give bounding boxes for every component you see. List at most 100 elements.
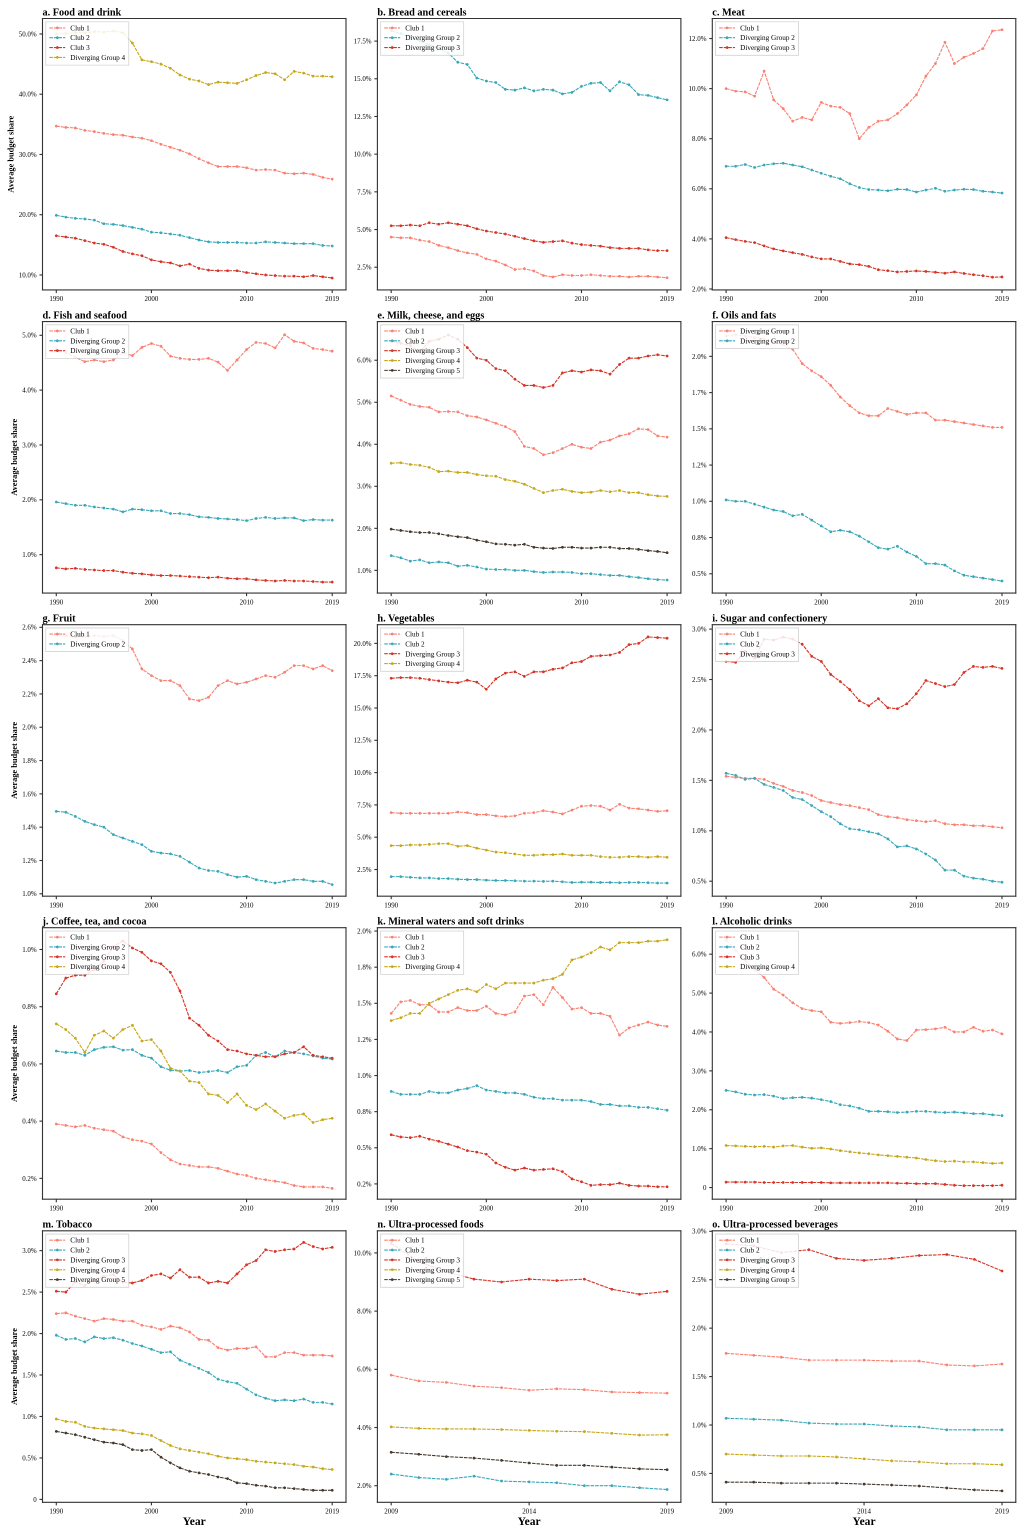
svg-text:Club 1: Club 1 [70, 1237, 90, 1245]
svg-text:1.2%: 1.2% [692, 461, 707, 469]
svg-text:Diverging Group 3: Diverging Group 3 [70, 347, 125, 355]
svg-text:2.5%: 2.5% [22, 1288, 37, 1296]
svg-text:8.0%: 8.0% [692, 135, 707, 143]
svg-text:Club 1: Club 1 [70, 327, 90, 335]
svg-text:Diverging Group 3: Diverging Group 3 [740, 650, 795, 658]
svg-text:Club 3: Club 3 [405, 953, 425, 961]
svg-text:3.0%: 3.0% [22, 1247, 37, 1255]
svg-text:j. Coffee, tea, and cocoa: j. Coffee, tea, and cocoa [42, 917, 147, 928]
svg-text:Diverging Group 2: Diverging Group 2 [70, 337, 125, 345]
svg-text:6.0%: 6.0% [692, 185, 707, 193]
svg-text:2019: 2019 [325, 901, 339, 909]
svg-text:2010: 2010 [575, 1204, 589, 1212]
svg-text:Diverging Group 3: Diverging Group 3 [740, 1256, 795, 1264]
svg-text:0.2%: 0.2% [22, 1175, 37, 1183]
svg-text:1990: 1990 [384, 295, 398, 303]
svg-text:1.5%: 1.5% [692, 1373, 707, 1381]
svg-text:Diverging Group 4: Diverging Group 4 [405, 1266, 460, 1274]
svg-text:2019: 2019 [660, 1204, 674, 1212]
svg-text:1.0%: 1.0% [22, 946, 37, 954]
svg-text:Year: Year [518, 1516, 541, 1528]
svg-text:Year: Year [183, 1516, 206, 1528]
svg-text:Club 1: Club 1 [740, 24, 760, 32]
svg-text:Club 2: Club 2 [405, 1247, 425, 1255]
svg-text:4.0%: 4.0% [692, 235, 707, 243]
svg-text:2.0%: 2.0% [357, 927, 372, 935]
svg-text:1.8%: 1.8% [357, 964, 372, 972]
svg-text:2.6%: 2.6% [22, 624, 37, 632]
svg-text:2000: 2000 [144, 901, 158, 909]
svg-text:0.6%: 0.6% [22, 1060, 37, 1068]
svg-text:1990: 1990 [719, 295, 733, 303]
svg-text:2010: 2010 [240, 901, 254, 909]
svg-text:30.0%: 30.0% [19, 151, 37, 159]
svg-text:1.5%: 1.5% [357, 1000, 372, 1008]
svg-text:3.0%: 3.0% [692, 625, 707, 633]
svg-text:2019: 2019 [325, 1508, 339, 1516]
svg-text:2019: 2019 [660, 295, 674, 303]
svg-text:2010: 2010 [909, 1204, 923, 1212]
svg-text:i. Sugar and confectionery: i. Sugar and confectionery [712, 613, 828, 624]
svg-text:a. Food and drink: a. Food and drink [43, 7, 122, 18]
svg-text:2.5%: 2.5% [357, 264, 372, 272]
svg-text:Diverging Group 4: Diverging Group 4 [405, 660, 460, 668]
svg-text:2.0%: 2.0% [692, 1325, 707, 1333]
svg-text:15.0%: 15.0% [354, 75, 372, 83]
svg-text:1.2%: 1.2% [357, 1036, 372, 1044]
svg-text:2000: 2000 [479, 598, 493, 606]
svg-text:15.0%: 15.0% [354, 704, 372, 712]
svg-text:1.0%: 1.0% [22, 551, 37, 559]
svg-text:Club 1: Club 1 [405, 631, 425, 639]
svg-text:Diverging Group 2: Diverging Group 2 [70, 944, 125, 952]
svg-text:2010: 2010 [575, 901, 589, 909]
svg-text:Diverging Group 3: Diverging Group 3 [405, 44, 460, 52]
svg-text:50.0%: 50.0% [19, 30, 37, 38]
svg-text:2.0%: 2.0% [692, 353, 707, 361]
svg-text:2.0%: 2.0% [692, 726, 707, 734]
svg-text:0.4%: 0.4% [22, 1118, 37, 1126]
svg-text:2000: 2000 [814, 1204, 828, 1212]
svg-text:Club 2: Club 2 [70, 1247, 90, 1255]
svg-text:2009: 2009 [719, 1508, 733, 1516]
svg-text:2010: 2010 [240, 1204, 254, 1212]
svg-text:g. Fruit: g. Fruit [43, 613, 77, 624]
svg-text:20.0%: 20.0% [19, 211, 37, 219]
svg-text:2019: 2019 [660, 901, 674, 909]
svg-text:1990: 1990 [49, 901, 63, 909]
svg-text:Diverging Group 3: Diverging Group 3 [740, 44, 795, 52]
svg-text:2014: 2014 [522, 1508, 536, 1516]
svg-text:m. Tobacco: m. Tobacco [43, 1220, 93, 1231]
svg-text:0.5%: 0.5% [692, 570, 707, 578]
svg-text:Diverging Group 2: Diverging Group 2 [405, 34, 460, 42]
svg-text:2.2%: 2.2% [22, 690, 37, 698]
svg-text:10.0%: 10.0% [354, 769, 372, 777]
svg-text:Diverging Group 5: Diverging Group 5 [405, 367, 460, 375]
svg-text:2.5%: 2.5% [692, 1276, 707, 1284]
svg-text:c. Meat: c. Meat [712, 7, 745, 18]
svg-text:2010: 2010 [575, 598, 589, 606]
svg-text:12.5%: 12.5% [354, 737, 372, 745]
svg-text:Average budget share: Average budget share [6, 115, 15, 192]
svg-text:2000: 2000 [479, 1204, 493, 1212]
svg-text:1990: 1990 [384, 598, 398, 606]
svg-text:0.5%: 0.5% [692, 878, 707, 886]
svg-text:Club 1: Club 1 [70, 24, 90, 32]
svg-text:1.7%: 1.7% [692, 389, 707, 397]
svg-text:2010: 2010 [909, 295, 923, 303]
svg-text:10.0%: 10.0% [354, 1249, 372, 1257]
svg-text:2.0%: 2.0% [22, 1330, 37, 1338]
svg-text:2000: 2000 [144, 1204, 158, 1212]
svg-text:Club 3: Club 3 [70, 44, 90, 52]
svg-text:Club 1: Club 1 [405, 934, 425, 942]
svg-text:Club 1: Club 1 [70, 934, 90, 942]
svg-text:Average budget share: Average budget share [10, 1328, 19, 1405]
svg-text:2.0%: 2.0% [692, 285, 707, 293]
svg-text:Club 2: Club 2 [70, 34, 90, 42]
svg-text:7.5%: 7.5% [357, 188, 372, 196]
svg-text:2019: 2019 [995, 901, 1009, 909]
svg-text:0.5%: 0.5% [692, 1470, 707, 1478]
svg-text:2010: 2010 [909, 598, 923, 606]
svg-text:3.0%: 3.0% [22, 441, 37, 449]
svg-text:2000: 2000 [814, 901, 828, 909]
svg-text:4.0%: 4.0% [357, 441, 372, 449]
